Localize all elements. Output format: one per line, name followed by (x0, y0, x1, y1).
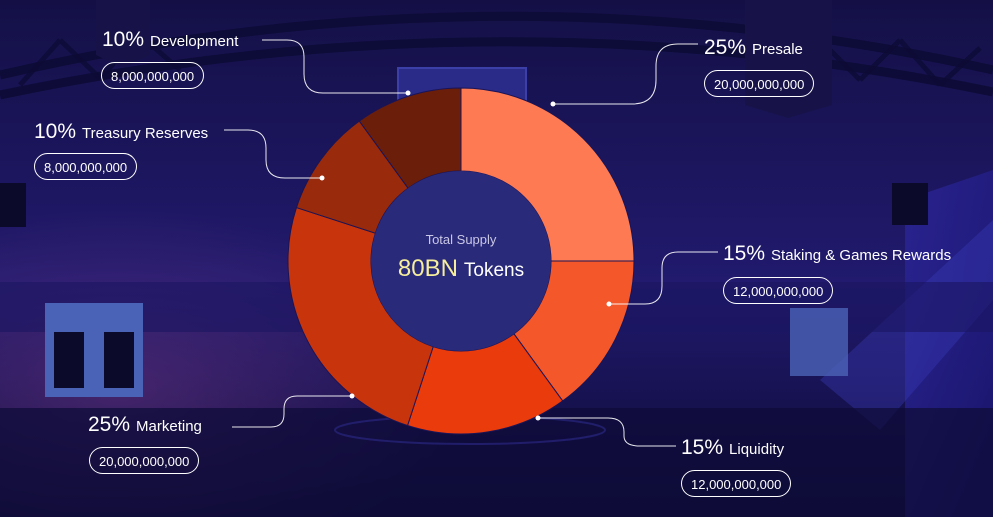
slice-label-presale: 25% Presale (704, 37, 803, 58)
donut-slice-development (358, 87, 462, 189)
slice-name: Liquidity (729, 441, 785, 458)
slice-name: Marketing (136, 418, 202, 435)
slice-name: Presale (752, 41, 803, 58)
slice-percent: 25% (88, 413, 131, 436)
donut-hole (371, 171, 551, 351)
slice-amount-development: 8,000,000,000 (101, 62, 205, 89)
slice-amount-liquidity: 12,000,000,000 (681, 470, 792, 497)
leader-line-development (262, 39, 408, 94)
total-supply-number: 80BN (397, 255, 458, 282)
total-supply-value: 80BN Tokens (361, 255, 561, 283)
leader-dot-staking-games-rewards (606, 301, 612, 307)
leader-dot-liquidity (535, 415, 541, 421)
leader-dot-marketing (349, 393, 355, 399)
slice-name: Staking & Games Rewards (771, 247, 952, 264)
slice-label-treasury-reserves: 10% Treasury Reserves (34, 121, 208, 142)
leader-dot-presale (550, 101, 556, 107)
slice-amount-treasury-reserves: 8,000,000,000 (34, 153, 138, 180)
slice-name: Development (150, 33, 239, 50)
slice-percent: 15% (723, 242, 766, 265)
leader-line-liquidity (538, 417, 676, 447)
slice-percent: 10% (102, 28, 145, 51)
total-supply-caption: Total Supply (425, 232, 497, 247)
leader-line-marketing (232, 395, 352, 428)
slice-name: Treasury Reserves (82, 125, 209, 142)
slice-label-staking-games-rewards: 15% Staking & Games Rewards (723, 243, 951, 264)
leader-line-treasury-reserves (224, 129, 322, 179)
total-supply-unit: Tokens (463, 260, 525, 281)
slice-percent: 15% (681, 436, 724, 459)
leader-line-staking-games-rewards (609, 251, 718, 305)
slice-percent: 10% (34, 120, 77, 143)
slice-percent: 25% (704, 36, 747, 59)
leader-dot-treasury-reserves (319, 175, 325, 181)
slice-label-marketing: 25% Marketing (88, 414, 202, 435)
slice-label-liquidity: 15% Liquidity (681, 437, 784, 458)
slice-amount-staking-games-rewards: 12,000,000,000 (723, 277, 834, 304)
leader-line-presale (553, 43, 698, 105)
leader-dot-development (405, 90, 411, 96)
slice-amount-marketing: 20,000,000,000 (89, 447, 200, 474)
slice-amount-presale: 20,000,000,000 (704, 70, 815, 97)
slice-label-development: 10% Development (102, 29, 238, 50)
donut-center: Total Supply 80BN Tokens (361, 232, 561, 283)
